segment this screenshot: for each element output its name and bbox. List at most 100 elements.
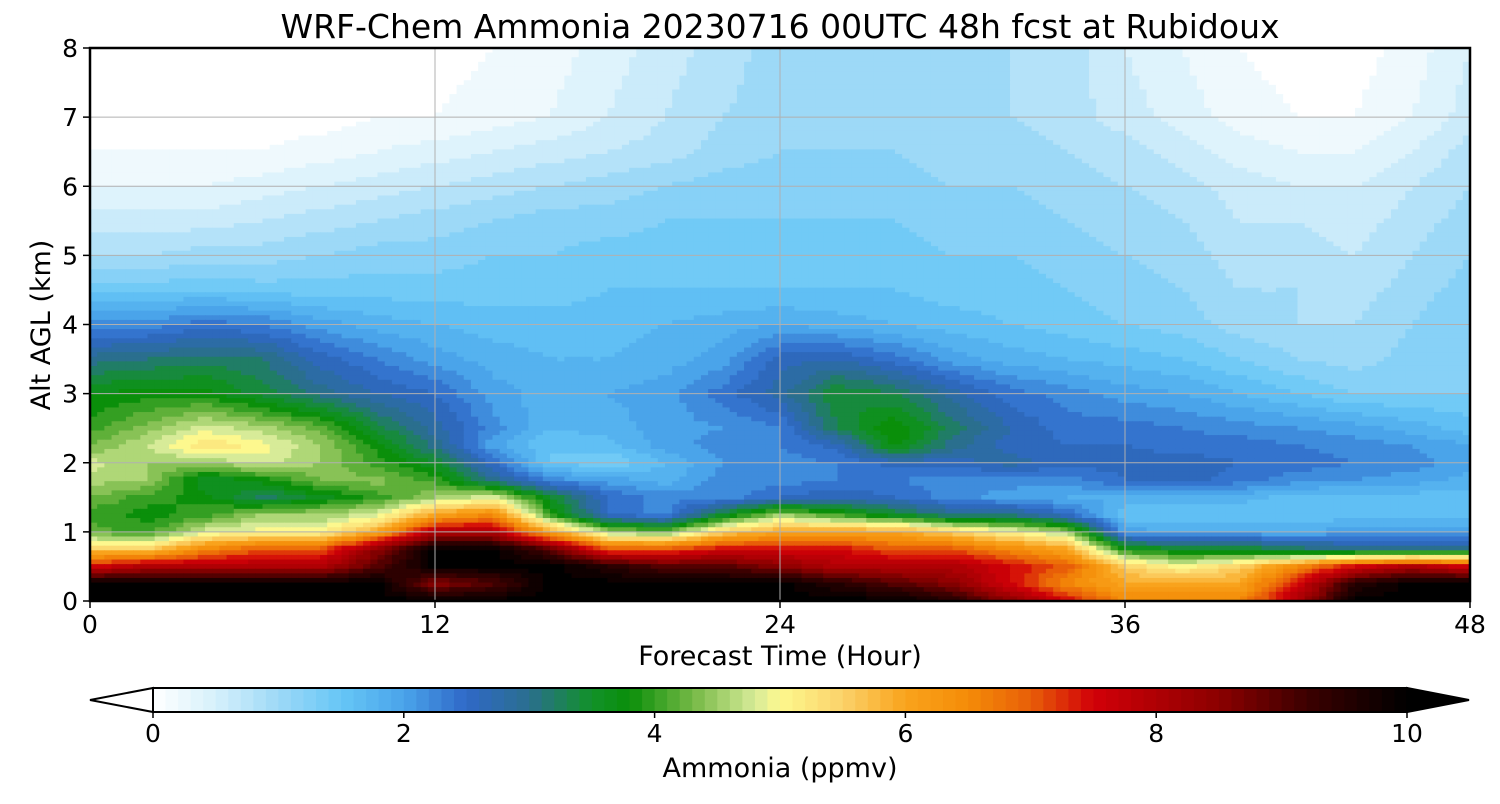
field-cell	[1045, 89, 1054, 95]
field-cell	[161, 135, 170, 141]
field-cell	[1369, 107, 1378, 114]
field-cell	[1031, 126, 1040, 132]
field-cell	[190, 52, 199, 58]
field-cell	[413, 158, 422, 164]
field-cell	[772, 163, 781, 169]
field-cell	[758, 107, 767, 114]
field-cell	[1089, 94, 1097, 100]
field-cell	[1412, 48, 1421, 54]
field-cell	[391, 48, 400, 54]
field-cell	[909, 163, 918, 169]
field-cell	[1326, 89, 1335, 95]
field-cell	[1311, 84, 1320, 91]
field-cell	[528, 121, 537, 127]
field-cell	[938, 112, 946, 118]
field-cell	[722, 112, 731, 118]
field-cell	[377, 75, 386, 81]
field-cell	[1455, 80, 1464, 86]
field-cell	[715, 126, 724, 132]
field-cell	[736, 75, 745, 81]
field-cell	[1153, 84, 1162, 91]
field-cell	[521, 135, 530, 141]
field-cell	[1462, 135, 1470, 141]
field-cell	[377, 135, 386, 141]
field-cell	[1290, 61, 1299, 68]
field-cell	[1211, 80, 1220, 86]
field-cell	[1117, 149, 1126, 155]
field-cell	[1247, 107, 1255, 114]
field-cell	[1146, 112, 1155, 118]
field-cell	[190, 107, 199, 114]
field-cell	[823, 121, 831, 127]
field-cell	[1390, 94, 1399, 100]
field-cell	[830, 71, 839, 77]
field-cell	[571, 48, 580, 54]
field-cell	[248, 80, 256, 86]
field-cell	[1326, 144, 1335, 150]
field-cell	[751, 140, 760, 146]
field-cell	[1319, 98, 1327, 104]
field-cell	[169, 163, 177, 169]
field-cell	[341, 153, 350, 160]
field-cell	[1160, 126, 1169, 132]
field-cell	[1031, 84, 1040, 91]
field-cell	[1261, 117, 1270, 123]
field-cell	[564, 158, 573, 164]
field-cell	[607, 94, 616, 100]
field-cell	[1053, 89, 1061, 95]
field-cell	[262, 71, 271, 77]
field-cell	[1017, 163, 1025, 169]
field-cell	[751, 153, 760, 160]
field-cell	[1132, 112, 1140, 118]
field-cell	[391, 66, 400, 72]
field-cell	[1333, 52, 1342, 58]
field-cell	[643, 117, 652, 123]
field-cell	[1045, 75, 1054, 81]
field-cell	[686, 117, 695, 123]
field-cell	[808, 57, 817, 63]
field-cell	[1168, 149, 1176, 155]
field-cell	[1261, 163, 1270, 169]
field-cell	[1196, 144, 1205, 150]
field-cell	[355, 140, 364, 146]
field-cell	[830, 135, 839, 141]
field-cell	[564, 163, 573, 169]
field-cell	[657, 84, 666, 91]
field-cell	[1326, 98, 1335, 104]
field-cell	[1247, 140, 1255, 146]
field-cell	[355, 98, 364, 104]
field-cell	[169, 144, 177, 150]
field-cell	[420, 71, 429, 77]
field-cell	[1204, 84, 1212, 91]
field-cell	[169, 48, 177, 54]
field-cell	[334, 117, 343, 123]
field-cell	[988, 52, 997, 58]
field-cell	[492, 158, 501, 164]
field-cell	[377, 89, 386, 95]
field-cell	[1038, 163, 1047, 169]
field-cell	[456, 89, 465, 95]
field-cell	[1247, 71, 1255, 77]
field-cell	[1182, 121, 1191, 127]
field-cell	[1074, 117, 1083, 123]
field-cell	[1017, 126, 1025, 132]
field-cell	[1405, 80, 1414, 86]
field-cell	[399, 61, 407, 68]
field-cell	[1017, 61, 1025, 68]
field-cell	[212, 71, 220, 77]
field-cell	[808, 130, 817, 137]
field-cell	[125, 89, 134, 95]
field-cell	[298, 80, 307, 86]
field-cell	[1419, 52, 1428, 58]
field-cell	[1383, 112, 1392, 118]
field-cell	[1434, 71, 1442, 77]
field-cell	[449, 80, 458, 86]
field-cell	[1419, 130, 1428, 137]
field-cell	[880, 52, 889, 58]
field-cell	[154, 158, 163, 164]
field-cell	[808, 140, 817, 146]
field-cell	[708, 158, 716, 164]
field-cell	[1160, 94, 1169, 100]
field-cell	[1146, 158, 1155, 164]
field-cell	[521, 149, 530, 155]
